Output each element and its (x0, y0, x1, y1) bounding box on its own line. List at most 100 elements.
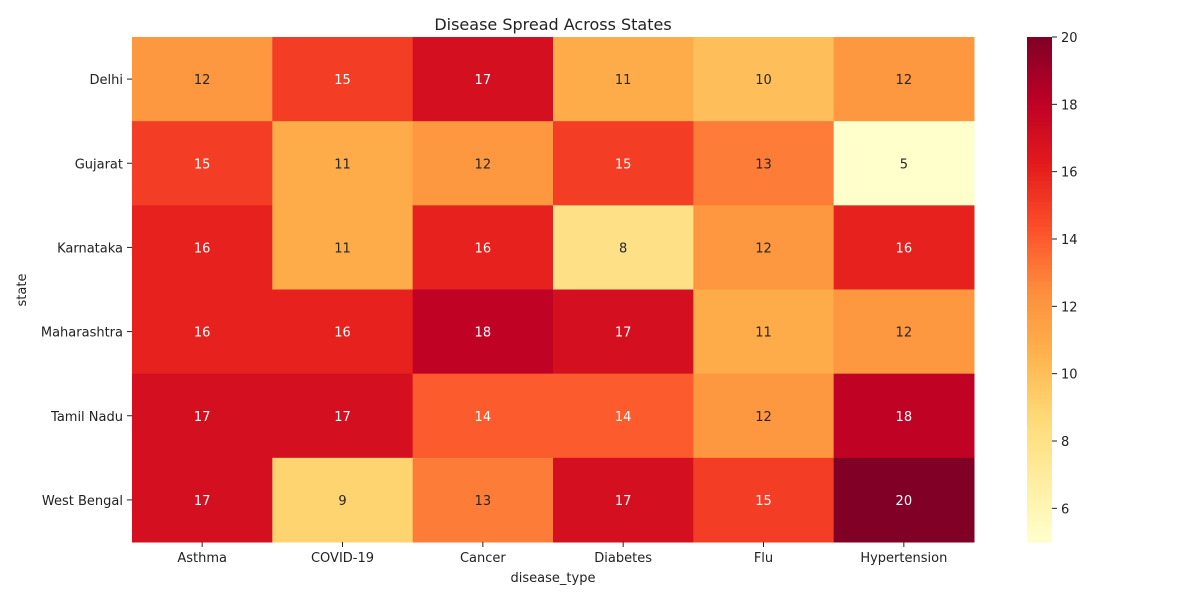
cell-value-label: 17 (615, 494, 632, 509)
heatmap-cell (132, 289, 273, 375)
colorbar-segment (1027, 373, 1052, 379)
cell-value-label: 18 (475, 326, 492, 341)
colorbar-segment (1027, 146, 1052, 152)
colorbar-segment (1027, 369, 1052, 375)
colorbar-segment (1027, 53, 1052, 59)
colorbar-segment (1027, 192, 1052, 198)
heatmap-cell (132, 373, 273, 459)
colorbar-segment (1027, 340, 1052, 345)
colorbar-segment (1027, 361, 1052, 366)
heatmap-cell (693, 373, 835, 459)
cell-value-label: 16 (194, 241, 211, 256)
colorbar-segment (1027, 45, 1052, 51)
heatmap-cell (412, 457, 554, 543)
heatmap-cell (132, 205, 273, 290)
colorbar-segment (1027, 285, 1052, 291)
heatmap-cell (833, 457, 975, 543)
heatmap-cells: 12 15 17 11 10 12 15 11 12 15 13 5 16 11 16 8 12 16 16 16 18… (132, 37, 975, 543)
cell-value-label: 12 (755, 241, 772, 256)
colorbar-segment (1027, 138, 1052, 143)
cell-value-label: 12 (194, 73, 211, 88)
colorbar-segment (1027, 188, 1052, 194)
x-axis-label: disease_type (511, 571, 596, 586)
heatmap-cell (132, 457, 273, 543)
cell-value-label: 14 (475, 410, 492, 425)
colorbar-segment (1027, 108, 1052, 114)
heatmap-cell (132, 121, 273, 206)
colorbar-segment (1027, 133, 1052, 139)
colorbar-segment (1027, 348, 1052, 354)
colorbar-segment (1027, 222, 1052, 227)
colorbar-segment (1027, 344, 1052, 350)
colorbar-segment (1027, 268, 1052, 274)
heatmap-cell (553, 289, 694, 375)
x-tick-label: COVID-19 (311, 551, 374, 566)
x-axis-ticks: Asthma COVID-19 Cancer Diabetes Flu Hypertens… (177, 542, 947, 566)
colorbar-segment (1027, 281, 1052, 286)
colorbar-segment (1027, 239, 1052, 244)
colorbar-segment (1027, 159, 1052, 164)
heatmap-cell (553, 121, 694, 206)
heatmap-cell (412, 37, 554, 122)
colorbar-segment (1027, 398, 1052, 404)
x-tick-label: Asthma (177, 551, 227, 566)
colorbar-tick-label: 18 (1061, 98, 1078, 113)
heatmap-cell (833, 121, 975, 206)
colorbar-segment (1027, 403, 1052, 408)
colorbar-segment (1027, 529, 1052, 535)
heatmap-cell (272, 457, 414, 543)
heatmap-cell (272, 121, 414, 206)
heatmap-cell (272, 289, 414, 375)
colorbar-segment (1027, 37, 1052, 42)
colorbar-segment (1027, 247, 1052, 253)
heatmap-cell (272, 373, 414, 459)
heatmap-cell (693, 121, 835, 206)
cell-value-label: 17 (194, 410, 211, 425)
cell-value-label: 17 (334, 410, 351, 425)
colorbar-segment (1027, 142, 1052, 148)
colorbar-segment (1027, 335, 1052, 341)
colorbar-segment (1027, 356, 1052, 362)
y-tick-label: Tamil Nadu (50, 410, 123, 425)
colorbar-segment (1027, 264, 1052, 270)
x-tick-label: Cancer (460, 551, 506, 566)
colorbar-segment (1027, 62, 1052, 68)
cell-value-label: 20 (896, 494, 913, 509)
colorbar-segment (1027, 310, 1052, 316)
colorbar-segment (1027, 504, 1052, 509)
cell-value-label: 12 (475, 157, 492, 172)
heatmap-cell (412, 373, 554, 459)
colorbar-segment (1027, 394, 1052, 400)
colorbar-segment (1027, 201, 1052, 206)
cell-value-label: 12 (896, 73, 913, 88)
heatmap-cell (693, 37, 835, 122)
y-tick-label: Karnataka (57, 241, 123, 256)
colorbar-segment (1027, 453, 1052, 459)
heatmap-cell (553, 373, 694, 459)
heatmap-cell (833, 373, 975, 459)
colorbar-tick-label: 12 (1061, 300, 1078, 315)
colorbar-segment (1027, 255, 1052, 261)
cell-value-label: 15 (194, 157, 211, 172)
colorbar-tick-label: 14 (1061, 233, 1078, 248)
heatmap-cell (412, 289, 554, 375)
colorbar-segment (1027, 487, 1052, 493)
colorbar-segment (1027, 129, 1052, 135)
cell-value-label: 15 (755, 494, 772, 509)
heatmap-cell (693, 457, 835, 543)
cell-value-label: 8 (619, 241, 627, 256)
colorbar-segment (1027, 508, 1052, 514)
colorbar-segment (1027, 491, 1052, 497)
colorbar-segment (1027, 289, 1052, 295)
heatmap-cell (693, 205, 835, 290)
colorbar-segment (1027, 520, 1052, 526)
colorbar-segment (1027, 457, 1052, 463)
colorbar-segment (1027, 314, 1052, 320)
heatmap-cell (553, 457, 694, 543)
cell-value-label: 12 (755, 410, 772, 425)
colorbar-segment (1027, 386, 1052, 392)
colorbar-segment (1027, 352, 1052, 358)
colorbar-segment (1027, 251, 1052, 257)
heatmap-cell (833, 289, 975, 375)
